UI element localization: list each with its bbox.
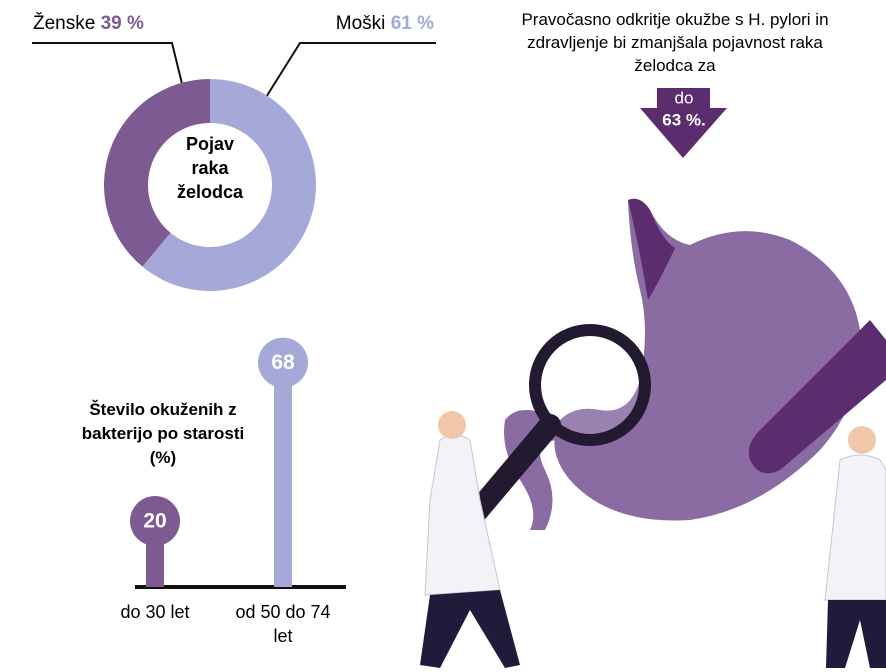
leader-line [258, 43, 436, 110]
donut-title: Pojav raka želodca [170, 132, 250, 204]
value-label: 20 [143, 510, 166, 533]
legend-entry: Ženske 39 % [33, 12, 144, 34]
chart: Ženske 39 % Moški 61 % do 63 %. 20 68 [0, 0, 886, 672]
illustration [420, 199, 886, 668]
doctor-right-legs [826, 600, 886, 668]
doctor-right [825, 455, 886, 600]
lollipop-title: Število okuženih z bakterijo po starosti… [68, 398, 258, 470]
doctor-left-head [438, 411, 466, 439]
callout-value: 63 %. [662, 110, 705, 129]
value-label: 68 [271, 351, 295, 374]
callout-text: Pravočasno odkritje okužbe s H. pylori i… [520, 8, 830, 77]
x-tick-label: do 30 let [100, 600, 210, 624]
legend-entry: Moški 61 % [336, 13, 434, 34]
legend-value: 61 % [391, 13, 434, 34]
infographic: Ženske 39 % Moški 61 % do 63 %. 20 68 Pra… [0, 0, 886, 672]
callout-prefix: do [675, 88, 694, 107]
lollipop-stick [274, 363, 292, 587]
doctor-right-head [848, 426, 876, 454]
legend-value: 39 % [101, 13, 144, 34]
x-tick-label: od 50 do 74 let [228, 600, 338, 648]
legend-label: Moški [336, 13, 386, 34]
legend-label: Ženske [33, 12, 95, 34]
doctor-left-legs [420, 590, 520, 668]
doctor-left [425, 435, 500, 595]
